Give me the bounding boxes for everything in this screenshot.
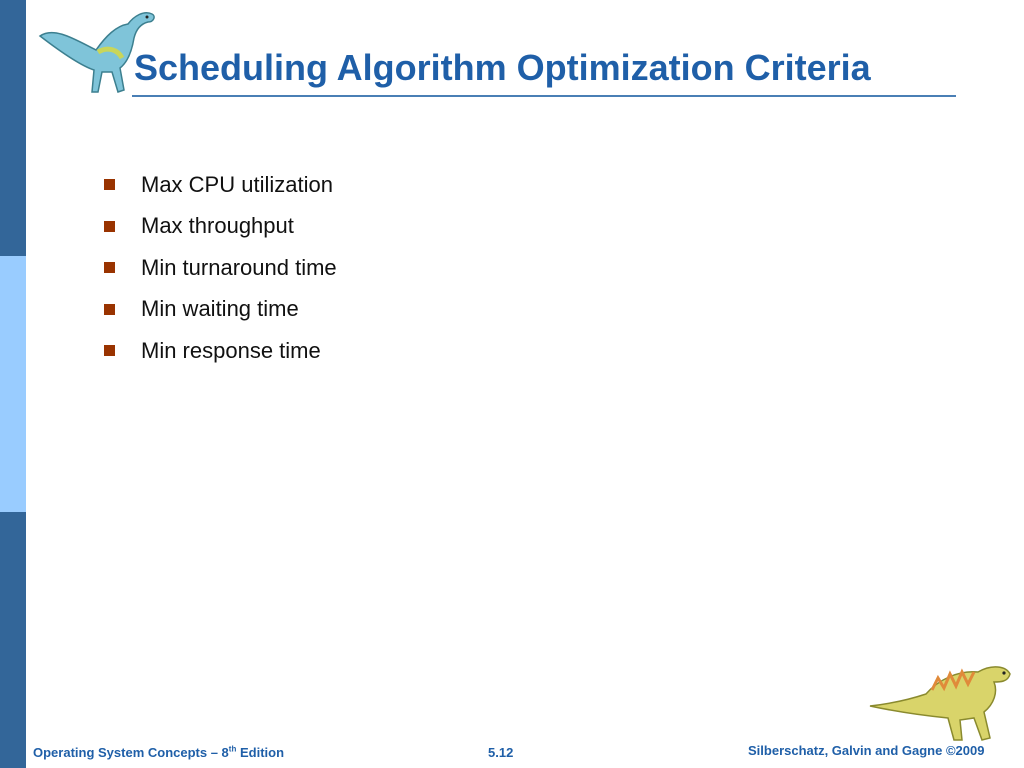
footer-copyright: Silberschatz, Galvin and Gagne ©2009 [748, 743, 985, 758]
title-underline [132, 95, 956, 97]
list-item: Min response time [104, 330, 337, 372]
square-bullet-icon [104, 179, 115, 191]
bullet-list: Max CPU utilization Max throughput Min t… [104, 164, 337, 372]
dinosaur-icon [869, 666, 1011, 741]
square-bullet-icon [104, 303, 115, 315]
list-item: Min turnaround time [104, 247, 337, 289]
side-bar-top-segment [0, 0, 26, 256]
footer-book-title-text: Operating System Concepts – 8 [33, 745, 229, 760]
footer-book-title: Operating System Concepts – 8th Edition [33, 745, 284, 760]
list-item: Min waiting time [104, 289, 337, 331]
list-item: Max throughput [104, 206, 337, 248]
bullet-text: Min response time [141, 337, 321, 363]
side-bar-middle-segment [0, 256, 26, 512]
slide-title: Scheduling Algorithm Optimization Criter… [134, 47, 871, 88]
bullet-text: Min turnaround time [141, 254, 337, 280]
square-bullet-icon [104, 345, 115, 357]
slide-number: 5.12 [488, 745, 514, 760]
side-bar-bottom-segment [0, 512, 26, 768]
square-bullet-icon [104, 262, 115, 274]
square-bullet-icon [104, 220, 115, 232]
dinosaur-icon [38, 12, 155, 93]
bullet-text: Max CPU utilization [141, 171, 333, 197]
bullet-text: Min waiting time [141, 296, 299, 322]
edition-superscript: th [228, 744, 237, 754]
list-item: Max CPU utilization [104, 164, 337, 206]
bullet-text: Max throughput [141, 213, 294, 239]
edition-word: Edition [239, 745, 285, 760]
